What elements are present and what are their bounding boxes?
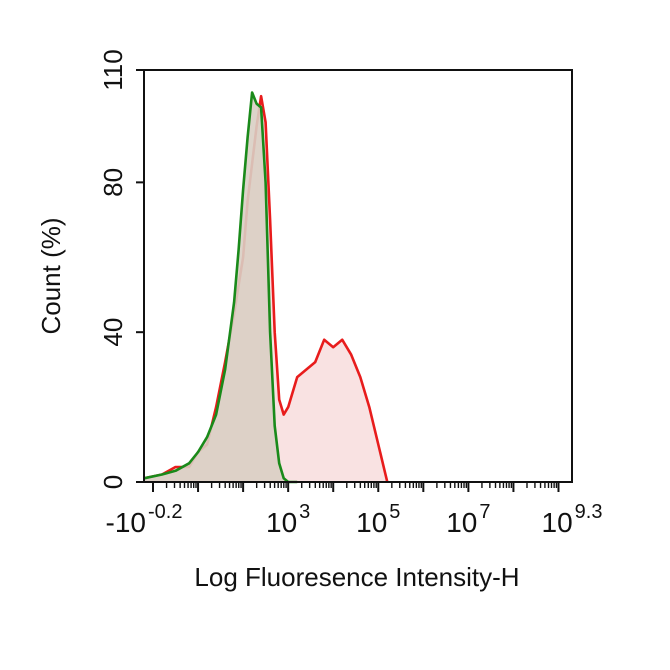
axes-layer: 0 40 80 110 -10 -0.2 10 3 10 5 10 7 10 9.3 bbox=[98, 49, 602, 538]
series-1-fill bbox=[144, 92, 298, 482]
x-tick-label: 10 3 bbox=[266, 501, 310, 538]
x-tick-label: 10 5 bbox=[356, 501, 400, 538]
y-tick-label: 40 bbox=[98, 318, 128, 347]
y-tick-label: 110 bbox=[98, 49, 128, 90]
x-tick-label: 10 7 bbox=[446, 501, 490, 538]
series-layer bbox=[143, 91, 389, 484]
x-tick-label: -10 -0.2 bbox=[106, 501, 183, 538]
plot-frame bbox=[143, 69, 573, 483]
y-tick-label: 80 bbox=[98, 168, 128, 197]
x-axis-title: Log Fluoresence Intensity-H bbox=[194, 562, 519, 592]
x-tick-label: 10 9.3 bbox=[542, 501, 603, 538]
series-1-line bbox=[143, 91, 298, 484]
y-tick-label: 0 bbox=[98, 475, 128, 489]
y-axis-title: Count (%) bbox=[36, 217, 66, 334]
